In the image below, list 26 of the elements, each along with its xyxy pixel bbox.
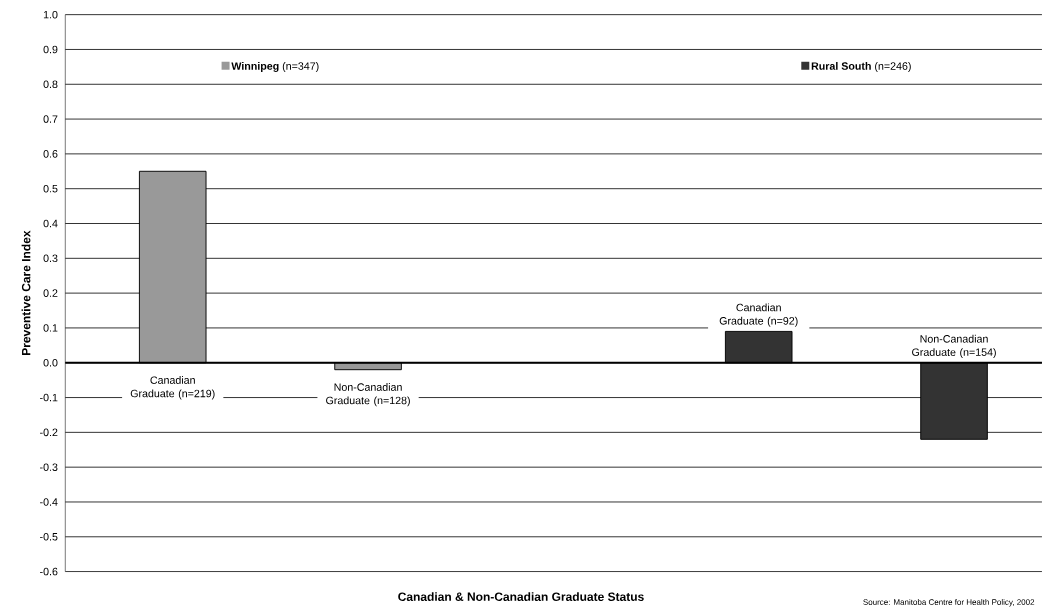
y-tick-label: 0.1 (43, 324, 58, 332)
y-tick-label: -0.3 (40, 463, 58, 472)
y-tick-label: -0.6 (40, 568, 58, 576)
y-tick-label: 0.9 (43, 45, 58, 54)
y-tick-label: -0.1 (40, 394, 58, 402)
legend-label: Winnipeg (n=347) (231, 62, 319, 73)
y-tick-label: 0.8 (43, 80, 58, 89)
x-tick-label: Canadian Graduate (n=92) (719, 303, 798, 327)
y-axis-title: Preventive Care Index (21, 230, 31, 356)
y-tick-label: 0.5 (43, 185, 58, 193)
x-tick-label: Non-Canadian Graduate (n=128) (326, 383, 410, 407)
y-tick-label: -0.4 (40, 498, 58, 506)
y-tick-label: 0.2 (43, 289, 58, 298)
y-tick-label: 0.7 (43, 115, 58, 124)
source-note: Source: Manitoba Centre for Health Policy, 2002 (863, 599, 1035, 607)
x-tick-label: Non-Canadian Graduate (n=154) (912, 335, 996, 359)
y-tick-label: 0.6 (43, 150, 58, 158)
y-tick-label: 0.3 (43, 254, 58, 263)
x-axis-title: Canadian & Non-Canadian Graduate Status (398, 592, 644, 602)
y-tick-label: 1.0 (43, 11, 58, 19)
y-tick-label: -0.5 (40, 533, 58, 541)
y-tick-label: 0.0 (43, 359, 58, 367)
x-tick-label: Canadian Graduate (n=219) (130, 376, 215, 400)
y-tick-label: -0.2 (40, 428, 58, 437)
y-tick-label: 0.4 (43, 219, 58, 228)
legend-label: Rural South (n=246) (811, 62, 911, 73)
